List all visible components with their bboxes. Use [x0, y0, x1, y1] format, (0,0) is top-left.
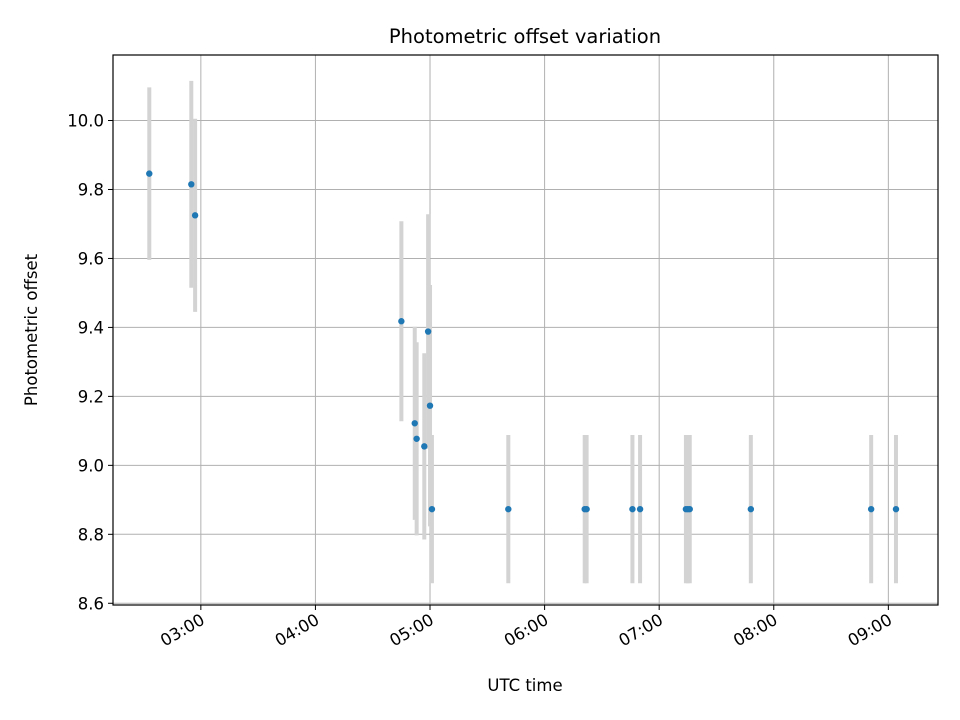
data-point	[421, 443, 428, 450]
y-tick-label: 9.2	[78, 387, 104, 406]
data-point	[413, 435, 420, 442]
x-axis-label: UTC time	[487, 676, 562, 695]
data-point	[411, 420, 418, 427]
plot-frame	[112, 54, 939, 606]
data-points	[146, 170, 900, 513]
y-tick-label: 8.8	[78, 525, 104, 544]
y-axis-label: Photometric offset	[22, 253, 41, 406]
data-point	[426, 402, 434, 409]
y-tick-label: 10.0	[67, 112, 104, 131]
data-point	[892, 505, 900, 513]
data-point	[686, 505, 693, 513]
y-tick-label: 9.0	[78, 456, 104, 475]
data-point	[636, 505, 644, 513]
y-tick-label: 9.8	[78, 180, 104, 199]
data-point	[188, 181, 195, 188]
data-point	[424, 328, 432, 335]
grid	[113, 55, 938, 605]
data-point	[505, 505, 512, 513]
data-point	[398, 318, 405, 325]
data-point	[583, 505, 590, 513]
data-point	[629, 505, 636, 513]
data-point	[428, 505, 436, 513]
data-point	[191, 212, 199, 219]
data-point	[747, 505, 755, 513]
data-point	[867, 505, 875, 513]
y-tick-label: 8.6	[78, 594, 104, 613]
chart-title: Photometric offset variation	[389, 25, 661, 48]
data-point	[146, 170, 153, 177]
y-axis-ticks: 8.6 8.8 9.0 9.2 9.4 9.6 9.8 10.0	[67, 112, 113, 613]
y-tick-label: 9.4	[78, 318, 104, 337]
y-tick-label: 9.6	[78, 249, 104, 268]
